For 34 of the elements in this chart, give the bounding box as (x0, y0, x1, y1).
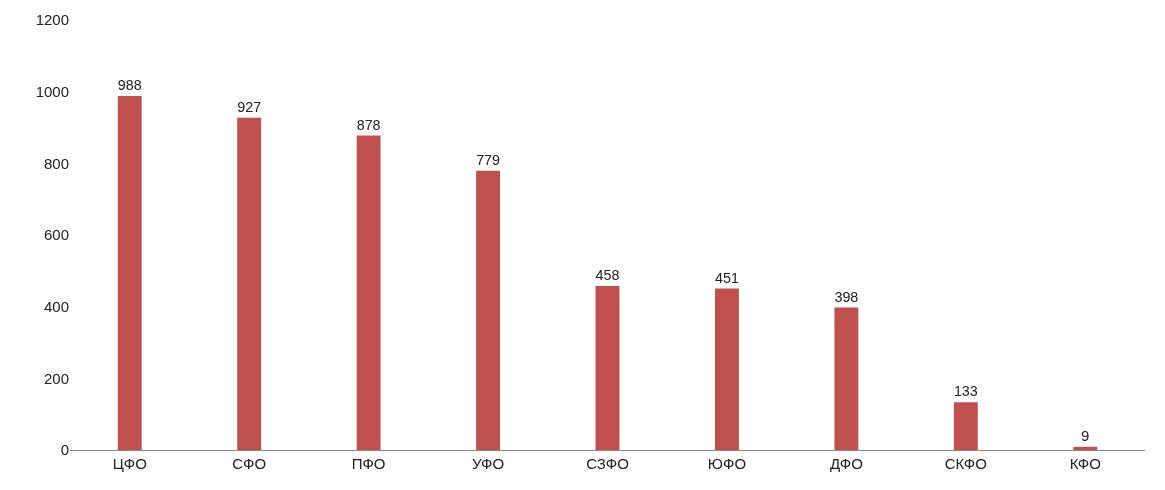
bar (953, 402, 978, 450)
data-label: 133 (953, 383, 978, 400)
data-label: 878 (356, 116, 381, 133)
y-tick-label: 0 (60, 441, 69, 459)
x-tick-label: ЦФО (112, 455, 147, 472)
y-tick-label: 600 (43, 226, 69, 244)
y-tick-label: 800 (43, 154, 69, 172)
data-label: 398 (834, 288, 859, 305)
bar (117, 95, 142, 450)
y-tick-label: 1200 (35, 11, 69, 29)
data-label: 988 (117, 77, 142, 94)
y-tick-label: 200 (43, 369, 69, 387)
bar (834, 307, 859, 450)
x-tick-label: СКФО (944, 455, 987, 472)
data-label: 927 (237, 98, 262, 115)
x-tick-label: СФО (232, 455, 267, 472)
data-label: 458 (595, 267, 620, 284)
y-tick-label: 400 (43, 297, 69, 315)
x-tick-label: ПФО (351, 455, 386, 472)
bar (1073, 446, 1098, 450)
x-tick-label: СЗФО (586, 455, 629, 472)
x-tick-label: КФО (1069, 455, 1101, 472)
x-tick-label: ДФО (829, 455, 863, 472)
data-label: 9 (1081, 426, 1090, 444)
data-label: 779 (476, 152, 501, 168)
bar (356, 135, 381, 450)
bar (476, 170, 500, 450)
bar (237, 117, 262, 450)
x-tick-label: ЮФО (707, 455, 747, 472)
data-label: 451 (715, 269, 739, 286)
y-tick-label: 1000 (35, 82, 69, 100)
x-tick-label: УФО (472, 455, 505, 472)
bar (595, 285, 620, 450)
bar (715, 288, 739, 450)
